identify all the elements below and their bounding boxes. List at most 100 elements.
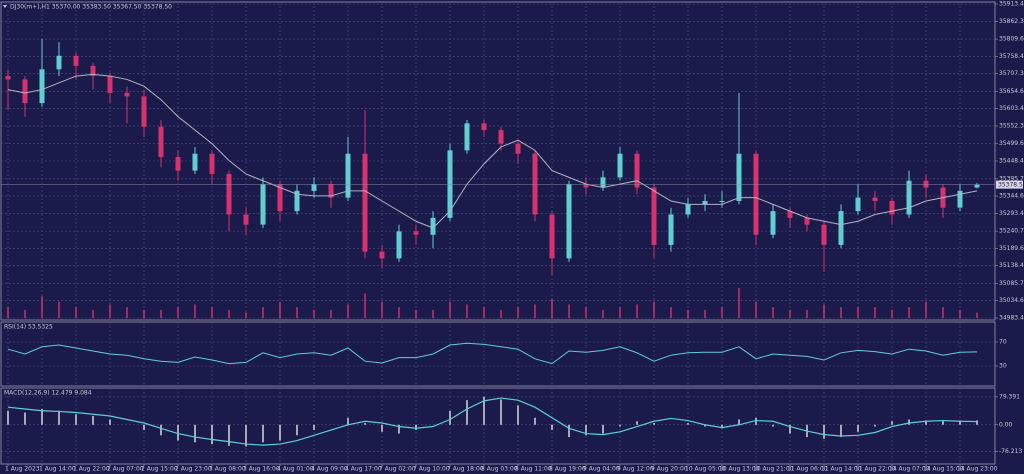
volume-bar	[296, 307, 298, 318]
volume-bar	[313, 309, 315, 318]
candle-body	[362, 153, 368, 252]
volume-bar	[75, 307, 77, 318]
volume-bar	[143, 309, 145, 318]
y-tick-label: -76.213	[999, 448, 1022, 455]
candle-body	[889, 200, 895, 215]
x-tick-label: 11 Aug 22:00	[855, 466, 896, 473]
volume-bar	[109, 304, 111, 318]
candle-body	[226, 173, 232, 215]
y-tick-label: 35654.60	[999, 88, 1024, 95]
y-tick-label: 35913.45	[999, 1, 1024, 8]
candle-body	[464, 123, 470, 151]
volume-bar	[772, 307, 774, 318]
volume-bar	[177, 307, 179, 318]
volume-bar	[653, 301, 655, 318]
candle-body	[413, 231, 419, 235]
y-tick-label: 35138.45	[999, 262, 1024, 269]
volume-bar	[58, 301, 60, 318]
volume-bar	[7, 307, 9, 318]
candle-body	[39, 69, 45, 104]
y-tick-label: 35758.45	[999, 53, 1024, 60]
x-tick-label: 14 Aug 15:00	[923, 466, 964, 473]
y-tick-label: 35395.75	[999, 175, 1024, 182]
candle-body	[141, 96, 147, 127]
volume-bar	[874, 307, 876, 318]
volume-bar	[806, 309, 808, 318]
y-tick-label: 35862.30	[999, 18, 1024, 25]
y-tick-label: 35240.75	[999, 228, 1024, 235]
rsi-line	[7, 342, 978, 365]
x-tick-label: 14 Aug 23:00	[957, 466, 998, 473]
volume-bar	[687, 309, 689, 318]
x-tick-label: 9 Aug 04:00	[583, 466, 620, 473]
candle-body	[719, 200, 725, 202]
moving-average	[7, 73, 978, 229]
y-tick-label: 35344.60	[999, 193, 1024, 200]
x-tick-label: 1 Aug 22:00	[73, 466, 110, 473]
x-tick-label: 14 Aug 07:00	[889, 466, 930, 473]
volume-bar	[551, 298, 553, 318]
candle-body	[770, 211, 776, 235]
volume-bar	[738, 288, 740, 318]
x-tick-label: 1 Aug 14:00	[39, 466, 76, 473]
x-tick-label: 7 Aug 10:00	[413, 466, 450, 473]
volume-bar	[381, 301, 383, 318]
volume-bar	[619, 307, 621, 318]
candle-body	[379, 251, 385, 259]
x-tick-label: 1 Aug 2023	[5, 466, 40, 473]
volume-bar	[959, 309, 961, 318]
candle-body	[243, 214, 249, 225]
candle-body	[345, 153, 351, 198]
panel-title: MACD(12,26,9) 12.479 9.084	[4, 390, 92, 397]
candle-body	[600, 177, 606, 188]
x-tick-label: 7 Aug 02:00	[379, 466, 416, 473]
volume-bar	[41, 296, 43, 318]
candle-body	[685, 204, 691, 215]
x-tick-label: 9 Aug 20:00	[651, 466, 688, 473]
candle-body	[515, 143, 521, 154]
y-tick-label: 35189.60	[999, 245, 1024, 252]
x-tick-label: 4 Aug 17:00	[345, 466, 382, 473]
volume-bar	[398, 307, 400, 318]
candle-body	[651, 187, 657, 245]
candle-body	[566, 184, 572, 259]
volume-bar	[330, 309, 332, 318]
x-tick-label: 10 Aug 13:00	[719, 466, 760, 473]
last-price-label: 35378.50	[998, 182, 1024, 189]
candle-body	[855, 197, 861, 212]
volume-bar	[279, 301, 281, 318]
volume-bar	[585, 307, 587, 318]
candle-body	[702, 200, 708, 205]
candle-body	[260, 184, 266, 225]
candle-body	[617, 153, 623, 178]
candle-body	[804, 217, 810, 225]
volume-bar	[92, 309, 94, 318]
candle-body	[906, 180, 912, 215]
candle-body	[668, 214, 674, 245]
x-tick-label: 9 Aug 12:00	[617, 466, 654, 473]
y-tick-label: 35552.30	[999, 122, 1024, 129]
candle-body	[481, 123, 487, 131]
volume-bar	[704, 309, 706, 318]
volume-bar	[636, 304, 638, 318]
volume-bar	[500, 309, 502, 318]
candle-body	[192, 153, 198, 171]
x-tick-label: 3 Aug 16:00	[243, 466, 280, 473]
volume-bar	[840, 307, 842, 318]
candle-body	[821, 224, 827, 245]
volume-bar	[721, 307, 723, 318]
x-tick-label: 2 Aug 07:00	[107, 466, 144, 473]
volume-bar	[466, 304, 468, 318]
y-tick-label: 70	[999, 339, 1007, 346]
volume-bar	[602, 309, 604, 318]
candle-body	[583, 184, 589, 188]
candle-body	[430, 217, 436, 235]
volume-bar	[262, 307, 264, 318]
candle-body	[294, 190, 300, 212]
volume-bar	[823, 304, 825, 318]
volume-bar	[517, 307, 519, 318]
x-tick-label: 11 Aug 14:00	[821, 466, 862, 473]
